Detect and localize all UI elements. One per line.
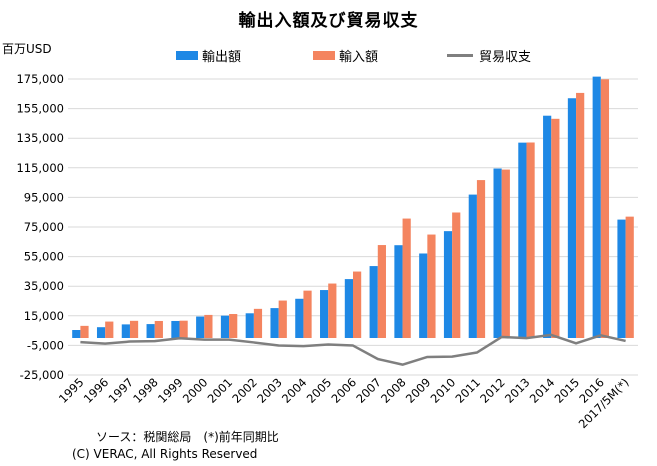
- y-tick-label: -25,000: [20, 368, 64, 382]
- legend-item-imports: 輸入額: [313, 46, 378, 65]
- bar-imports: [625, 216, 634, 338]
- copyright-note: (C) VERAC, All Rights Reserved: [72, 447, 258, 461]
- bar-exports: [171, 320, 180, 338]
- bar-exports: [196, 316, 205, 338]
- bar-imports: [303, 290, 312, 338]
- legend-label-balance: 貿易収支: [479, 50, 532, 65]
- chart-legend: 輸出額 輸入額 貿易収支: [0, 46, 657, 66]
- bar-imports: [501, 169, 510, 338]
- x-tick-label: 1998: [130, 375, 161, 406]
- chart-title: 輸出入額及び貿易収支: [238, 11, 419, 31]
- x-tick-label: 2012: [477, 375, 508, 406]
- x-tick-label: 1997: [105, 375, 136, 406]
- bar-exports: [468, 194, 477, 338]
- bar-imports: [154, 320, 163, 338]
- bar-imports: [600, 79, 610, 339]
- legend-label-exports: 輸出額: [202, 50, 242, 65]
- y-tick-label: -5,000: [27, 338, 64, 352]
- bar-exports: [592, 76, 601, 338]
- legend-item-balance: 貿易収支: [447, 46, 531, 65]
- x-tick-label: 2004: [279, 375, 310, 406]
- x-tick-label: 2010: [428, 375, 459, 406]
- y-tick-label: 15,000: [24, 309, 64, 323]
- bar-imports: [179, 320, 188, 338]
- bar-imports: [204, 314, 213, 338]
- legend-item-exports: 輸出額: [176, 46, 241, 65]
- bar-exports: [72, 330, 81, 338]
- bar-exports: [518, 142, 527, 338]
- bar-imports: [278, 300, 287, 338]
- bar-exports: [270, 308, 279, 338]
- bar-exports: [419, 253, 428, 338]
- bar-exports: [245, 313, 254, 338]
- bar-imports: [353, 271, 362, 338]
- x-tick-label: 2003: [254, 375, 285, 406]
- y-tick-label: 75,000: [24, 220, 64, 234]
- bar-exports: [96, 327, 106, 338]
- bar-imports: [526, 142, 535, 338]
- bar-exports: [146, 324, 155, 338]
- x-tick-label: 2002: [229, 375, 260, 406]
- x-tick-label: 2006: [329, 375, 360, 406]
- x-tick-label: 2011: [452, 375, 483, 406]
- bar-imports: [80, 325, 89, 338]
- bar-exports: [493, 168, 502, 338]
- bar-imports: [129, 320, 139, 338]
- legend-label-imports: 輸入額: [339, 50, 379, 65]
- bar-exports: [543, 115, 552, 338]
- bar-imports: [105, 321, 114, 338]
- bar-exports: [220, 315, 230, 338]
- bar-exports: [344, 279, 353, 338]
- y-tick-label: 55,000: [24, 250, 64, 264]
- bar-exports: [369, 266, 378, 338]
- line-trade-balance: [80, 333, 626, 366]
- x-tick-label: 1999: [155, 375, 186, 406]
- bar-exports: [567, 98, 577, 339]
- bar-exports: [320, 290, 329, 338]
- x-tick-label: 2014: [527, 375, 558, 406]
- legend-swatch-balance: [447, 54, 473, 57]
- bar-imports: [551, 118, 560, 338]
- bar-exports: [295, 298, 304, 338]
- source-note: ソース：税関総局 (*)前年同期比: [96, 430, 279, 444]
- bar-imports: [402, 218, 411, 338]
- bar-imports: [576, 92, 585, 338]
- bar-exports: [617, 219, 626, 338]
- y-tick-label: 95,000: [24, 190, 64, 204]
- x-tick-label: 2005: [304, 375, 335, 406]
- y-tick-label: 155,000: [16, 102, 64, 116]
- bar-imports: [377, 245, 386, 338]
- legend-swatch-exports: [176, 51, 198, 60]
- x-tick-label: 2015: [552, 375, 583, 406]
- x-tick-label: 2001: [205, 375, 236, 406]
- bar-imports: [476, 180, 486, 338]
- bar-imports: [427, 234, 436, 338]
- bar-imports: [328, 283, 337, 338]
- x-tick-label: 2008: [378, 375, 409, 406]
- x-tick-label: 2007: [353, 375, 384, 406]
- x-tick-label: 2009: [403, 375, 434, 406]
- bar-exports: [394, 245, 403, 338]
- legend-swatch-imports: [313, 51, 335, 60]
- bar-imports: [229, 314, 238, 338]
- y-tick-label: 175,000: [16, 72, 64, 86]
- x-tick-label: 2000: [180, 375, 211, 406]
- y-tick-label: 35,000: [24, 279, 64, 293]
- bar-imports: [253, 308, 263, 338]
- x-tick-label: 2013: [502, 375, 533, 406]
- bar-imports: [452, 212, 461, 338]
- bar-exports: [121, 324, 130, 338]
- y-axis-unit: 百万USD: [2, 42, 52, 56]
- bar-exports: [443, 231, 453, 338]
- y-tick-label: 135,000: [16, 131, 64, 145]
- x-tick-label: 1996: [81, 375, 112, 406]
- y-tick-label: 115,000: [16, 161, 64, 175]
